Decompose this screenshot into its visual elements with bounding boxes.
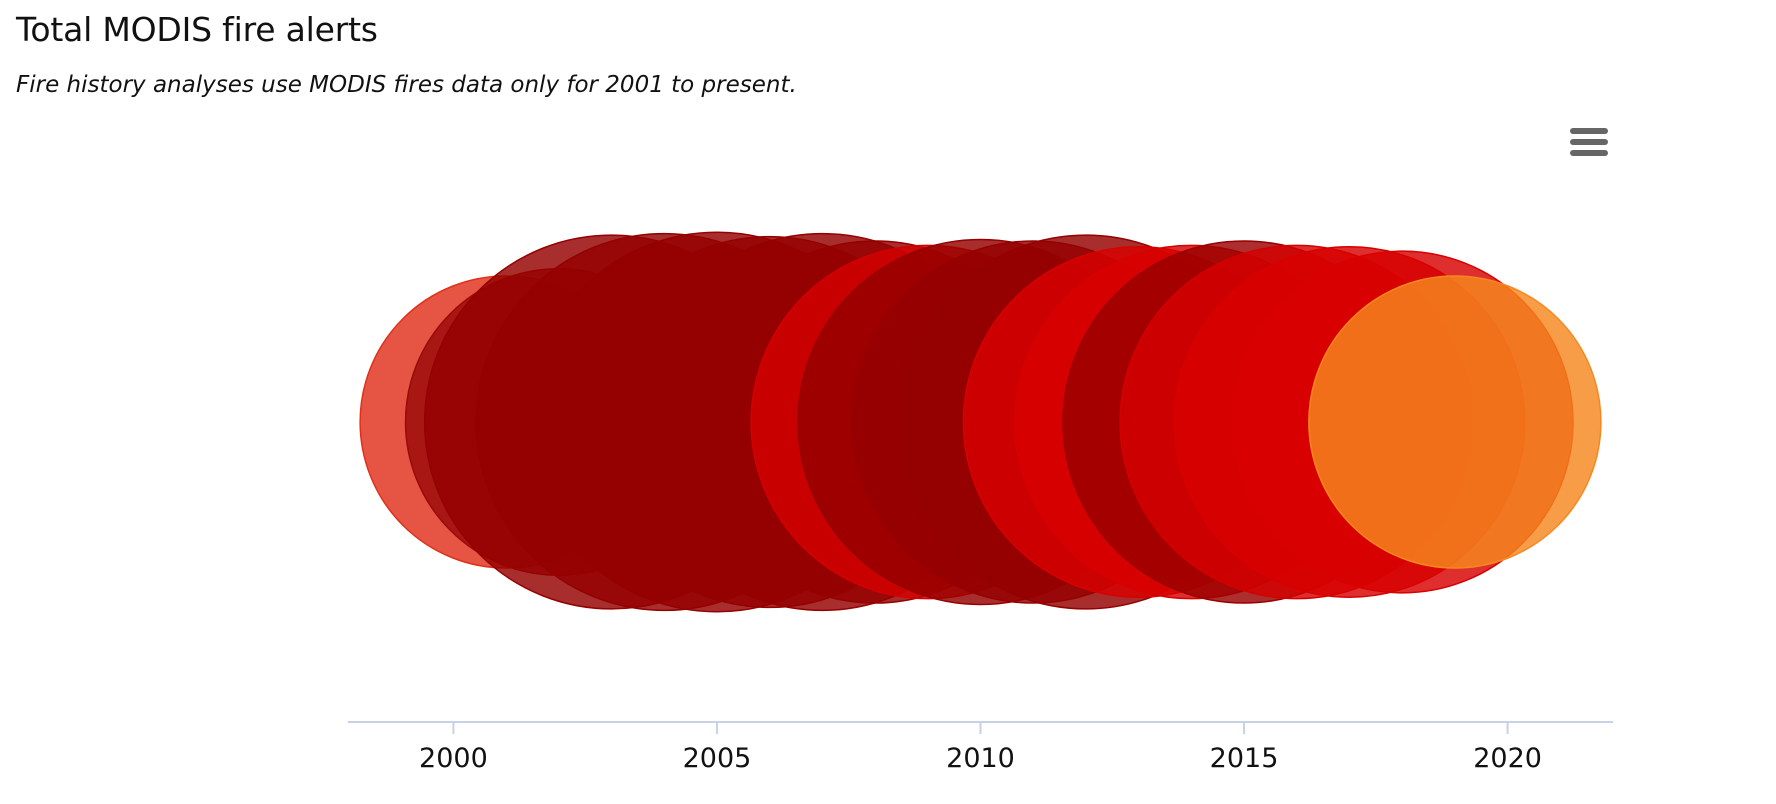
x-tick-label: 2000 <box>419 743 488 774</box>
x-tick-label: 2020 <box>1473 743 1542 774</box>
chart-title: Total MODIS fire alerts <box>16 10 378 49</box>
x-tick-label: 2015 <box>1210 743 1279 774</box>
hamburger-menu-icon-bar <box>1570 139 1608 145</box>
chart-subtitle: Fire history analyses use MODIS fires da… <box>16 72 797 98</box>
x-tick-label: 2010 <box>946 743 1015 774</box>
bubble-series <box>359 231 1602 613</box>
bubble-point-2019[interactable] <box>1308 275 1602 569</box>
chart-menu-button[interactable] <box>1570 128 1608 164</box>
hamburger-menu-icon <box>1570 128 1608 134</box>
x-axis-ticks: 2000 2005 2010 2015 2020 <box>419 722 1542 774</box>
x-tick-label: 2005 <box>683 743 752 774</box>
hamburger-menu-icon-bar <box>1570 150 1608 156</box>
